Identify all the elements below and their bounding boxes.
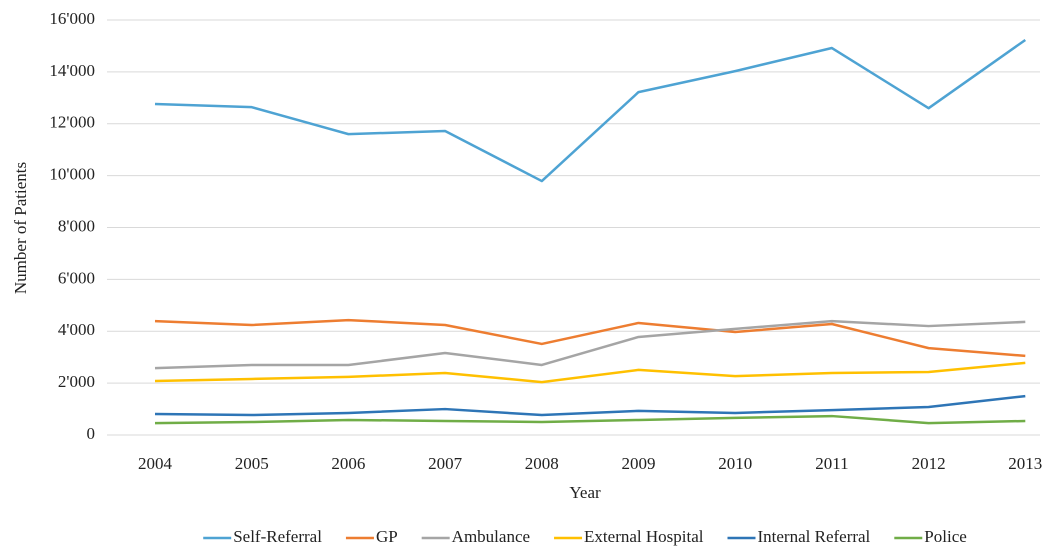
y-tick-label: 2'000 (58, 372, 95, 391)
series-line (154, 318, 1026, 358)
x-tick-label: 2012 (912, 454, 946, 473)
series-line (154, 361, 1026, 384)
legend-label: Police (924, 527, 967, 546)
legend-label: Ambulance (452, 527, 530, 546)
y-tick-label: 4'000 (58, 320, 95, 339)
series-line (154, 38, 1027, 183)
x-tick-label: 2004 (138, 454, 173, 473)
series-line (154, 394, 1026, 417)
y-axis-title: Number of Patients (11, 162, 30, 294)
legend-label: External Hospital (584, 527, 704, 546)
legend-label: Internal Referral (757, 527, 870, 546)
x-tick-label: 2008 (525, 454, 559, 473)
x-tick-label: 2013 (1008, 454, 1042, 473)
y-tick-label: 16'000 (49, 9, 95, 28)
x-tick-label: 2006 (331, 454, 365, 473)
series-line (154, 319, 1026, 370)
series-line (154, 414, 1026, 425)
x-tick-label: 2011 (815, 454, 848, 473)
x-tick-label: 2007 (428, 454, 463, 473)
x-tick-label: 2009 (622, 454, 656, 473)
x-axis-title: Year (569, 483, 601, 502)
x-tick-label: 2010 (718, 454, 752, 473)
legend-label: Self-Referral (233, 527, 322, 546)
y-tick-label: 12'000 (49, 113, 95, 132)
x-tick-label: 2005 (235, 454, 269, 473)
y-tick-label: 10'000 (49, 165, 95, 184)
y-tick-label: 0 (87, 424, 96, 443)
legend: Self-Referral GP Ambulance External Hospita… (203, 527, 967, 546)
y-tick-label: 14'000 (49, 61, 95, 80)
y-tick-label: 6'000 (58, 268, 95, 287)
y-tick-label: 8'000 (58, 216, 95, 235)
legend-label: GP (376, 527, 398, 546)
